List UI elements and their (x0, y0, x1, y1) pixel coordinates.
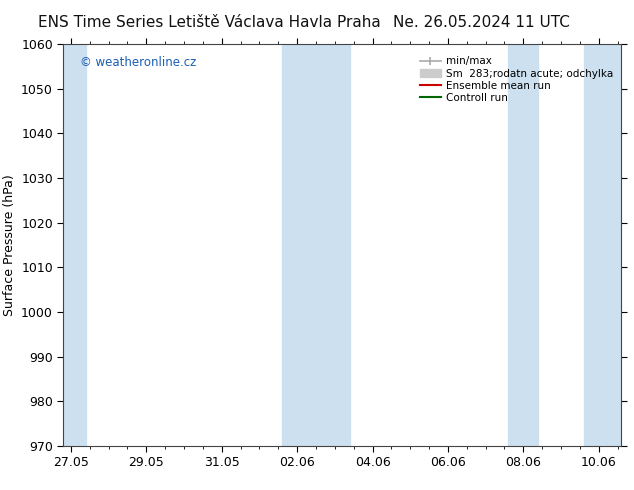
Legend: min/max, Sm  283;rodatn acute; odchylka, Ensemble mean run, Controll run: min/max, Sm 283;rodatn acute; odchylka, … (417, 53, 616, 106)
Bar (63, 44, 86, 446)
Bar (508, 44, 538, 446)
Text: Ne. 26.05.2024 11 UTC: Ne. 26.05.2024 11 UTC (394, 15, 570, 30)
Text: © weatheronline.cz: © weatheronline.cz (80, 56, 197, 69)
Bar (282, 44, 350, 446)
Text: ENS Time Series Letiště Václava Havla Praha: ENS Time Series Letiště Václava Havla Pr… (38, 15, 380, 30)
Bar (584, 44, 621, 446)
Y-axis label: Surface Pressure (hPa): Surface Pressure (hPa) (3, 174, 16, 316)
